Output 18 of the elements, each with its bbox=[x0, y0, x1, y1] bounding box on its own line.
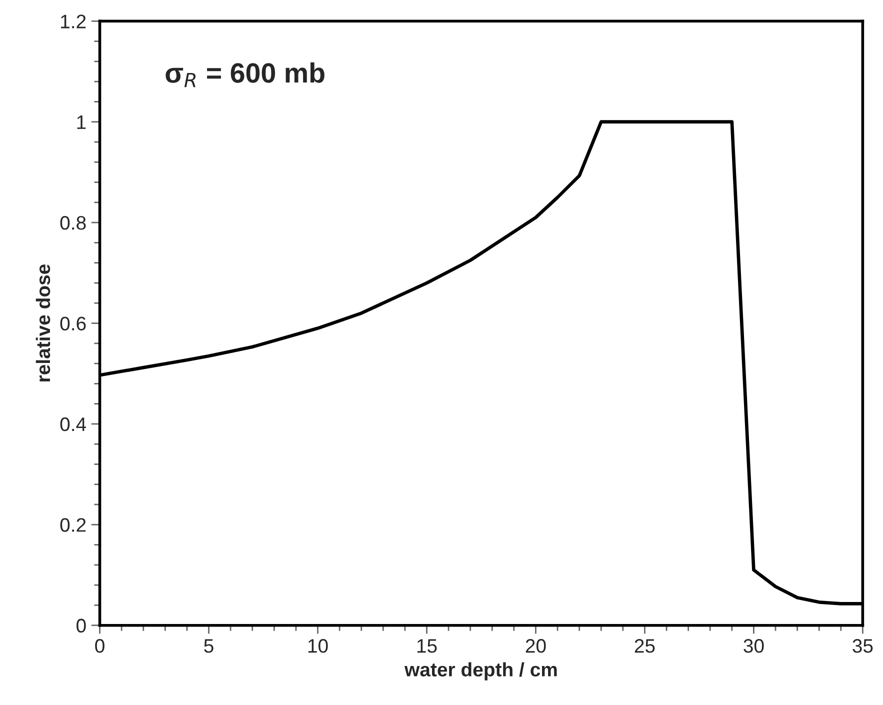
y-tick-label: 0.6 bbox=[60, 316, 86, 330]
x-tick-label: 25 bbox=[634, 639, 655, 653]
y-axis-title: relative dose bbox=[36, 264, 50, 382]
x-axis-title: water depth / cm bbox=[404, 662, 557, 680]
x-tick-label: 5 bbox=[204, 639, 214, 653]
y-tick-label: 0 bbox=[76, 618, 86, 633]
x-tick-label: 20 bbox=[526, 639, 546, 653]
x-tick-label: 30 bbox=[744, 639, 764, 653]
x-tick-label: 0 bbox=[95, 639, 104, 653]
annotation: σ$_{R}$ = 600 mb bbox=[166, 62, 324, 88]
y-tick-label: 0.2 bbox=[60, 518, 86, 532]
y-tick-label: 0.4 bbox=[60, 417, 86, 432]
x-tick-label: 35 bbox=[852, 639, 873, 653]
y-tick-label: 0.8 bbox=[60, 216, 86, 230]
x-tick-label: 15 bbox=[417, 639, 437, 653]
y-tick-label: 1 bbox=[77, 116, 86, 129]
y-tick-label: 1.2 bbox=[61, 14, 86, 28]
x-tick-label: 10 bbox=[308, 639, 328, 653]
